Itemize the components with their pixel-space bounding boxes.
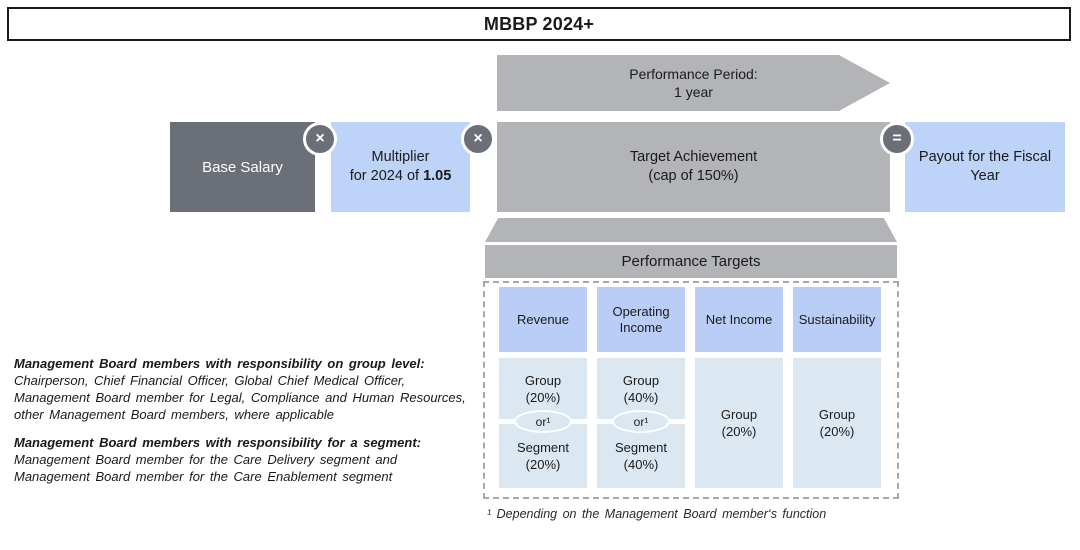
multiplier-value: 1.05 bbox=[423, 168, 452, 184]
base-salary-label: Base Salary bbox=[202, 158, 283, 176]
multiplier-box: Multiplier for 2024 of 1.05 bbox=[331, 122, 470, 212]
title-bar: MBBP 2024+ bbox=[7, 7, 1071, 41]
group-level-note-heading: Management Board members with responsibi… bbox=[14, 356, 425, 371]
sustainability-group-cell: Group (20%) bbox=[793, 358, 881, 488]
segment-note: Management Board members with responsibi… bbox=[14, 434, 484, 485]
performance-period-label-line2: 1 year bbox=[674, 84, 713, 100]
eligibility-notes: Management Board members with responsibi… bbox=[14, 355, 484, 485]
column-header-revenue: Revenue bbox=[499, 287, 587, 352]
column-header-sustainability: Sustainability bbox=[793, 287, 881, 352]
performance-period-arrow: Performance Period: 1 year bbox=[497, 55, 890, 111]
multiply-icon: × bbox=[303, 122, 337, 156]
target-achievement-label-line1: Target Achievement bbox=[629, 149, 758, 165]
revenue-or-badge: or¹ bbox=[514, 410, 572, 433]
footnote: ¹ Depending on the Management Board memb… bbox=[487, 507, 826, 521]
target-achievement-label-line2: (cap of 150%) bbox=[648, 168, 739, 184]
revenue-segment-cell: Segment (20%) bbox=[499, 424, 587, 488]
operating-income-or-badge: or¹ bbox=[612, 410, 670, 433]
payout-label: Payout for the Fiscal Year bbox=[918, 149, 1052, 184]
operating-income-group-cell: Group (40%) bbox=[597, 358, 685, 419]
multiply-icon: × bbox=[461, 122, 495, 156]
target-achievement-box: Target Achievement (cap of 150%) bbox=[497, 122, 890, 212]
equals-icon: = bbox=[880, 122, 914, 156]
multiplier-label-line1: Multiplier bbox=[371, 149, 430, 165]
column-header-net-income: Net Income bbox=[695, 287, 783, 352]
footnote-marker: ¹ bbox=[487, 507, 497, 521]
net-income-group-cell: Group (20%) bbox=[695, 358, 783, 488]
segment-note-heading: Management Board members with responsibi… bbox=[14, 435, 421, 450]
performance-targets-frame bbox=[483, 281, 899, 499]
operating-income-segment-cell: Segment (40%) bbox=[597, 424, 685, 488]
performance-targets-header: Performance Targets bbox=[485, 245, 897, 278]
revenue-group-cell: Group (20%) bbox=[499, 358, 587, 419]
performance-period-label-line1: Performance Period: bbox=[629, 66, 758, 82]
group-level-note: Management Board members with responsibi… bbox=[14, 355, 484, 423]
footnote-text: Depending on the Management Board member… bbox=[496, 507, 827, 521]
column-header-operating-income: Operating Income bbox=[597, 287, 685, 352]
base-salary-box: Base Salary bbox=[170, 122, 315, 212]
funnel-connector bbox=[485, 218, 897, 242]
payout-box: Payout for the Fiscal Year bbox=[905, 122, 1065, 212]
page-title: MBBP 2024+ bbox=[483, 13, 595, 34]
multiplier-label-line2: for 2024 of 1.05 bbox=[349, 168, 452, 184]
